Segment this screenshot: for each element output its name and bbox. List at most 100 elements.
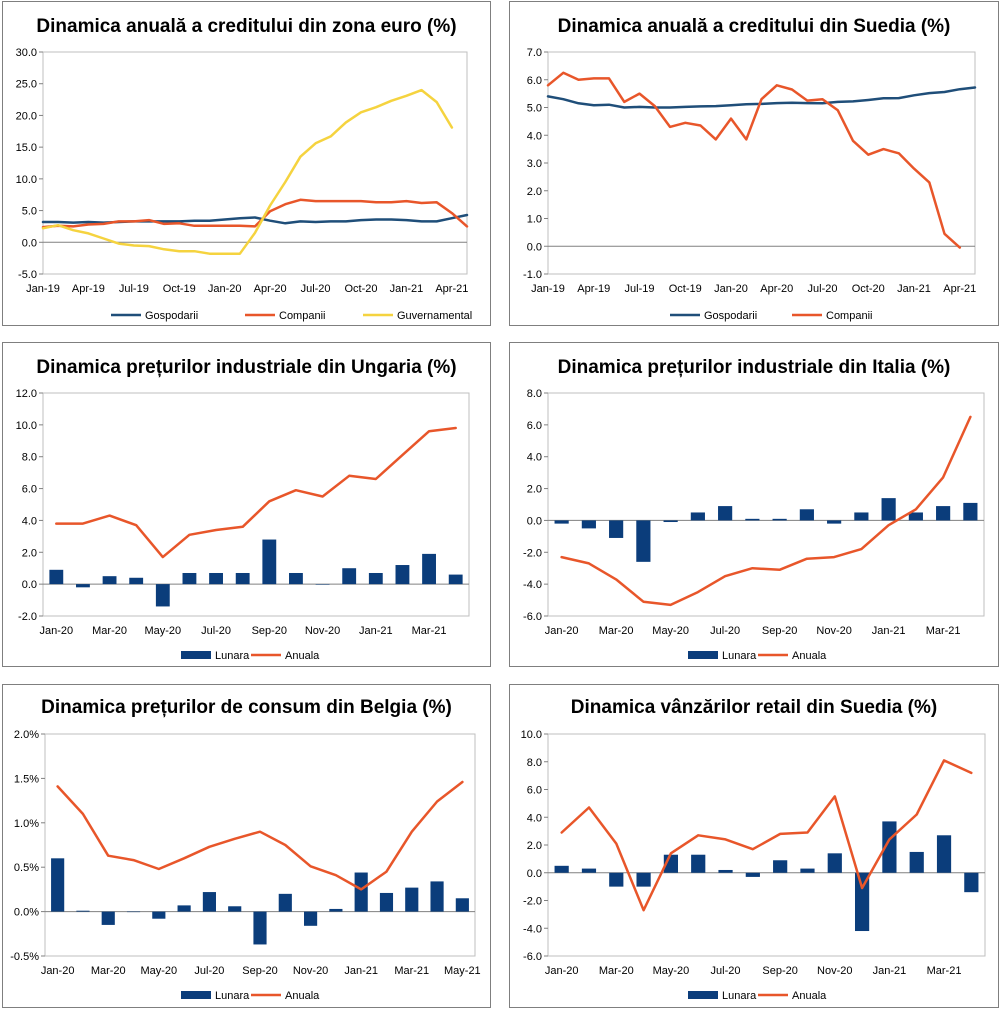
bar-lunara (209, 572, 223, 585)
y-tick-label: 0.0 (527, 868, 542, 880)
y-tick-label: 30.0 (16, 47, 37, 59)
x-tick-label: Jan-21 (897, 283, 931, 295)
bar-lunara (430, 881, 444, 912)
chart-title: Dinamica anuală a creditului din zona eu… (36, 16, 456, 37)
x-tick-label: Oct-19 (669, 283, 702, 295)
chart-panel-credit-euro: Dinamica anuală a creditului din zona eu… (2, 1, 491, 326)
x-tick-label: Nov-20 (293, 965, 328, 977)
chart-panel-preturi-consum-belgia: Dinamica prețurilor de consum din Belgia… (2, 684, 491, 1008)
x-tick-label: Jan-21 (390, 283, 424, 295)
legend-label-lunara: Lunara (215, 990, 250, 1002)
y-tick-label: 1.0 (527, 214, 542, 226)
y-tick-label: 5.0 (527, 103, 542, 115)
y-tick-label: 0.0 (527, 241, 542, 253)
bar-lunara (152, 911, 166, 919)
y-tick-label: 10.0 (16, 420, 37, 432)
x-tick-label: Jan-20 (41, 965, 75, 977)
bar-lunara (51, 858, 65, 912)
bar-lunara (636, 872, 651, 887)
y-tick-label: 0.0 (22, 237, 37, 249)
y-tick-label: 0.5% (14, 862, 39, 874)
bar-lunara (827, 853, 842, 873)
y-tick-label: 10.0 (16, 174, 37, 186)
bar-lunara (278, 893, 292, 912)
chart-panel-credit-suedia: Dinamica anuală a creditului din Suedia … (509, 1, 999, 326)
x-tick-label: Jan-19 (26, 283, 60, 295)
legend-label-anuala: Anuala (792, 650, 827, 662)
plot-area (44, 733, 476, 957)
x-tick-label: Jan-21 (872, 625, 906, 637)
bar-lunara (609, 872, 624, 887)
y-tick-label: 2.0 (527, 186, 542, 198)
line-series-anuala (560, 759, 973, 912)
bar-lunara (177, 905, 191, 912)
legend-label-anuala: Anuala (285, 990, 320, 1002)
legend-swatch-lunara (181, 991, 211, 999)
y-tick-label: 0.0 (527, 515, 542, 527)
y-tick-label: 8.0 (22, 452, 37, 464)
chart-title: Dinamica anuală a creditului din Suedia … (558, 16, 951, 37)
bar-lunara (235, 572, 250, 585)
bar-lunara (379, 892, 394, 912)
x-tick-label: Jul-20 (201, 625, 231, 637)
x-tick-label: Mar-20 (91, 965, 126, 977)
x-tick-label: Sep-20 (762, 625, 797, 637)
bar-lunara (554, 865, 569, 873)
line-series-gospodarii (546, 86, 977, 109)
bar-lunara (882, 821, 897, 873)
y-tick-label: 6.0 (527, 420, 542, 432)
x-tick-label: Jan-20 (714, 283, 748, 295)
plot-area (547, 392, 985, 617)
legend-label-companii: Companii (279, 310, 325, 322)
bar-lunara (395, 565, 410, 585)
y-tick-label: 7.0 (527, 47, 542, 59)
y-tick-label: -0.5% (10, 951, 39, 963)
bar-lunara (448, 574, 463, 585)
x-tick-label: Sep-20 (242, 965, 277, 977)
bar-lunara (745, 518, 760, 521)
y-tick-label: 8.0 (527, 388, 542, 400)
bar-lunara (963, 502, 978, 521)
x-tick-label: Apr-20 (254, 283, 287, 295)
x-tick-label: Jan-20 (545, 965, 579, 977)
bar-lunara (155, 584, 170, 607)
chart-title: Dinamica prețurilor industriale din Unga… (36, 357, 456, 378)
y-tick-label: 1.0% (14, 818, 39, 830)
line-series-companii (546, 71, 962, 249)
bar-lunara (936, 506, 951, 521)
chart-title: Dinamica vânzărilor retail din Suedia (%… (571, 697, 937, 718)
bar-lunara (76, 910, 90, 912)
x-tick-label: Mar-21 (394, 965, 429, 977)
bar-lunara (881, 498, 896, 521)
y-tick-label: -2.0 (523, 547, 542, 559)
y-tick-label: 6.0 (527, 785, 542, 797)
x-tick-label: Mar-21 (927, 965, 962, 977)
legend-label-lunara: Lunara (722, 650, 757, 662)
bar-lunara (690, 512, 705, 521)
legend-swatch-lunara (181, 651, 211, 659)
bar-lunara (936, 835, 952, 873)
x-tick-label: Jan-21 (344, 965, 378, 977)
y-tick-label: -4.0 (523, 579, 542, 591)
legend-label-anuala: Anuala (792, 990, 827, 1002)
bar-lunara (102, 576, 117, 585)
y-tick-label: 2.0 (527, 840, 542, 852)
x-tick-label: Jan-20 (545, 625, 579, 637)
x-tick-label: May-20 (140, 965, 177, 977)
bar-lunara (405, 887, 419, 912)
line-series-gospodarii (41, 213, 469, 225)
y-tick-label: 4.0 (22, 515, 37, 527)
x-tick-label: Jan-19 (531, 283, 565, 295)
bar-lunara (354, 872, 368, 912)
y-tick-label: 20.0 (16, 110, 37, 122)
bar-lunara (691, 854, 706, 873)
y-tick-label: -6.0 (523, 611, 542, 623)
x-tick-label: Nov-20 (816, 625, 851, 637)
x-tick-label: Jan-20 (208, 283, 242, 295)
chart-svg: Dinamica prețurilor industriale din Unga… (16, 357, 470, 662)
line-series-anuala (56, 780, 464, 891)
x-tick-label: Oct-20 (852, 283, 885, 295)
x-tick-label: Jul-20 (710, 625, 740, 637)
y-tick-label: 12.0 (16, 388, 37, 400)
legend-swatch-lunara (688, 651, 718, 659)
